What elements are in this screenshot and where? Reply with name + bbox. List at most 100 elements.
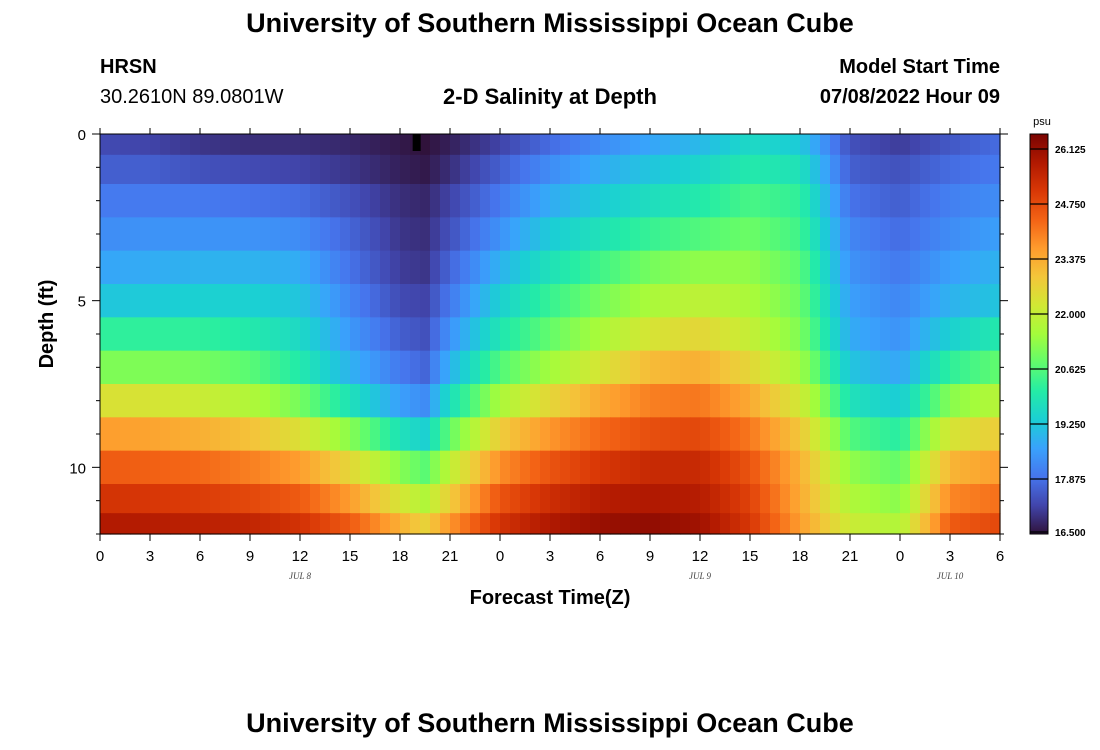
heatmap-cell <box>510 134 521 156</box>
heatmap-cell <box>700 384 711 418</box>
x-tick-label: 21 <box>842 548 859 565</box>
heatmap-cell <box>310 350 321 385</box>
heatmap-cell <box>110 184 121 218</box>
heatmap-cell <box>370 284 381 318</box>
heatmap-cell <box>700 317 711 352</box>
heatmap-cell <box>810 154 821 185</box>
heatmap-cell <box>890 417 901 452</box>
heatmap-cell <box>460 384 471 418</box>
heatmap-cell <box>550 350 561 385</box>
heatmap-cell <box>290 513 301 535</box>
heatmap-cell <box>680 154 691 185</box>
heatmap-cell <box>110 250 121 285</box>
heatmap-cell <box>530 317 541 352</box>
heatmap-cell <box>430 154 441 185</box>
heatmap-cell <box>350 417 361 452</box>
heatmap-cell <box>250 184 261 218</box>
heatmap-cell <box>350 284 361 318</box>
heatmap-cell <box>940 317 951 352</box>
heatmap-cell <box>350 184 361 218</box>
heatmap-cell <box>120 450 131 485</box>
heatmap-cell <box>640 284 651 318</box>
heatmap-cell <box>640 384 651 418</box>
heatmap-cell <box>670 284 681 318</box>
heatmap-cell <box>380 384 391 418</box>
heatmap-cell <box>560 513 571 535</box>
heatmap-cell <box>190 350 201 385</box>
heatmap-cell <box>950 417 961 452</box>
heatmap-cell <box>230 350 241 385</box>
heatmap-cell <box>730 184 741 218</box>
heatmap-cell <box>810 217 821 252</box>
heatmap-cell <box>930 350 941 385</box>
heatmap-cell <box>990 250 1001 285</box>
heatmap-cell <box>970 350 981 385</box>
heatmap-cell <box>750 350 761 385</box>
heatmap-cell <box>130 513 141 535</box>
heatmap-cell <box>340 450 351 485</box>
heatmap-cell <box>580 417 591 452</box>
heatmap-cell <box>140 154 151 185</box>
heatmap-cell <box>510 184 521 218</box>
heatmap-cell <box>230 250 241 285</box>
heatmap-cell <box>590 317 601 352</box>
heatmap-cell <box>700 217 711 252</box>
heatmap-cell <box>610 284 621 318</box>
heatmap-cell <box>360 484 371 514</box>
heatmap-cell <box>290 184 301 218</box>
heatmap-cell <box>870 350 881 385</box>
heatmap-cell <box>970 134 981 156</box>
heatmap-cell <box>840 250 851 285</box>
heatmap-cell <box>360 250 371 285</box>
heatmap-cell <box>490 217 501 252</box>
heatmap-cell <box>670 154 681 185</box>
heatmap-cell <box>820 154 831 185</box>
heatmap-cell <box>640 484 651 514</box>
heatmap-cell <box>640 250 651 285</box>
heatmap-cell <box>520 284 531 318</box>
heatmap-cell <box>230 284 241 318</box>
heatmap-cell <box>690 184 701 218</box>
heatmap-cell <box>970 184 981 218</box>
heatmap-cell <box>420 384 431 418</box>
heatmap-cell <box>300 384 311 418</box>
heatmap-cell <box>500 184 511 218</box>
heatmap-cell <box>690 154 701 185</box>
heatmap-cell <box>710 134 721 156</box>
heatmap-cell <box>950 513 961 535</box>
heatmap-cell <box>710 217 721 252</box>
heatmap-cell <box>740 154 751 185</box>
heatmap-cell <box>400 350 411 385</box>
heatmap-cell <box>460 284 471 318</box>
heatmap-cell <box>700 154 711 185</box>
heatmap-cell <box>430 250 441 285</box>
heatmap-cell <box>900 134 911 156</box>
heatmap-cell <box>410 350 421 385</box>
heatmap-cell <box>560 384 571 418</box>
heatmap-cell <box>470 184 481 218</box>
heatmap-cell <box>960 250 971 285</box>
heatmap-cell <box>540 513 551 535</box>
heatmap-cell <box>360 217 371 252</box>
heatmap-cell <box>120 513 131 535</box>
heatmap-cell <box>980 417 991 452</box>
heatmap-cell <box>540 184 551 218</box>
heatmap-cell <box>740 384 751 418</box>
heatmap-cell <box>690 450 701 485</box>
heatmap-cell <box>470 417 481 452</box>
heatmap-cell <box>960 284 971 318</box>
heatmap-cell <box>970 250 981 285</box>
heatmap-cell <box>220 417 231 452</box>
heatmap-cell <box>360 450 371 485</box>
heatmap-cell <box>220 134 231 156</box>
heatmap-cell <box>750 417 761 452</box>
heatmap-cell <box>740 250 751 285</box>
heatmap-cell <box>810 317 821 352</box>
heatmap-cell <box>120 217 131 252</box>
heatmap-cell <box>620 350 631 385</box>
heatmap-cell <box>610 484 621 514</box>
heatmap-cell <box>770 134 781 156</box>
heatmap-cell <box>520 250 531 285</box>
heatmap-cell <box>570 513 581 535</box>
heatmap-cell <box>440 217 451 252</box>
